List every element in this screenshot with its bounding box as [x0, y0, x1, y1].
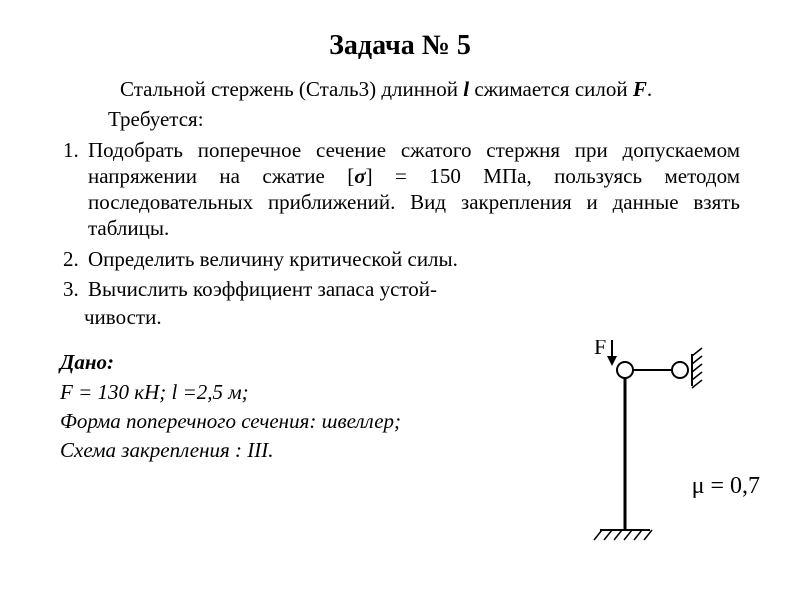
wall-hatch: [692, 380, 702, 388]
force-arrow-head: [607, 356, 617, 366]
tasks-list: Подобрать поперечное сечение сжатого сте…: [60, 137, 740, 303]
wall-hatch: [692, 372, 702, 380]
sigma-symbol: σ: [354, 164, 365, 188]
top-pin-icon: [617, 362, 633, 378]
given-line-3b: : III.: [235, 438, 273, 462]
wall-hatch: [692, 348, 702, 356]
requires-label: Требуется:: [60, 106, 740, 132]
task-3: Вычислить коэффициент запаса устой-: [84, 276, 740, 302]
intro-text-c: .: [647, 77, 652, 101]
intro-paragraph: Стальной стержень (Сталь3) длинной l сжи…: [60, 76, 740, 102]
task-3-a: Вычислить коэффициент запаса устой-: [88, 277, 437, 301]
task-2: Определить величину критической силы.: [84, 246, 740, 272]
var-F: F: [633, 77, 647, 101]
task-1: Подобрать поперечное сечение сжатого сте…: [84, 137, 740, 242]
force-label: F: [594, 340, 606, 359]
given-line-3a: Схема закрепления: [60, 438, 235, 462]
given-line-2: Форма поперечного сечения: швеллер;: [60, 407, 480, 436]
column-figure: F: [530, 340, 730, 550]
base-hatch: [604, 530, 612, 540]
intro-text-a: Стальной стержень (Сталь3) длинной: [120, 77, 463, 101]
wall-hatch: [692, 364, 702, 372]
intro-text-b: сжимается силой: [469, 77, 633, 101]
base-hatch: [594, 530, 602, 540]
link-pin-icon: [672, 362, 688, 378]
page: Задача № 5 Стальной стержень (Сталь3) дл…: [0, 0, 800, 600]
base-hatch: [644, 530, 652, 540]
given-line-2a: Форма поперечного сечения: [60, 409, 309, 433]
wall-hatch: [692, 356, 702, 364]
problem-title: Задача № 5: [60, 30, 740, 62]
given-line-2b: : швеллер;: [309, 409, 401, 433]
base-hatch: [634, 530, 642, 540]
base-hatch: [624, 530, 632, 540]
base-hatch: [614, 530, 622, 540]
task-3-cont: чивости.: [60, 304, 740, 330]
mu-label: μ = 0,7: [692, 473, 760, 500]
figure-svg: F: [530, 340, 730, 550]
